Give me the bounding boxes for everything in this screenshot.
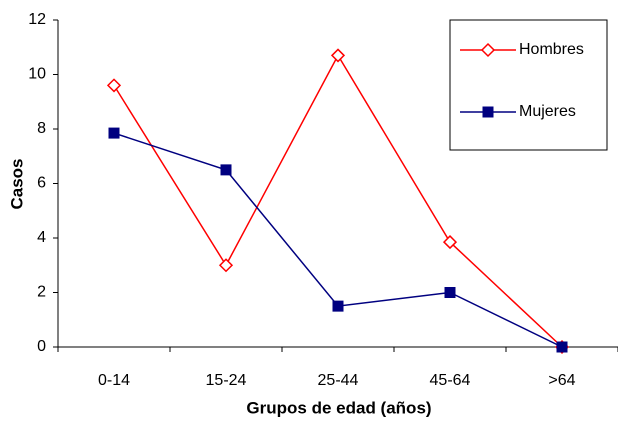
y-tick-label: 2 xyxy=(37,284,46,301)
point xyxy=(218,258,234,273)
y-tick-label: 4 xyxy=(37,229,46,246)
y-tick-label: 10 xyxy=(28,66,46,83)
legend-label: Mujeres xyxy=(519,103,576,120)
y-tick-label: 0 xyxy=(37,338,46,355)
y-tick-label: 12 xyxy=(28,11,46,28)
legend-label: Hombres xyxy=(519,41,584,58)
legend-marker xyxy=(482,106,494,118)
y-axis-title: Casos xyxy=(7,158,26,209)
point xyxy=(444,287,456,298)
point xyxy=(106,78,122,93)
point xyxy=(220,164,232,176)
series-line xyxy=(113,132,563,348)
legend-marker xyxy=(480,42,496,58)
x-tick-label: 25-44 xyxy=(318,372,359,389)
x-axis-title: Grupos de edad (años) xyxy=(246,398,431,417)
x-tick-label: >64 xyxy=(548,372,575,389)
point xyxy=(330,48,346,63)
y-tick-label: 8 xyxy=(37,120,46,137)
y-tick-label: 6 xyxy=(37,175,46,192)
point xyxy=(442,235,458,250)
x-tick-label: 0-14 xyxy=(98,372,130,389)
x-tick-label: 45-64 xyxy=(430,372,471,389)
point xyxy=(332,300,344,312)
legend-box xyxy=(449,19,608,151)
point xyxy=(108,127,120,139)
point xyxy=(556,341,568,353)
x-tick-label: 15-24 xyxy=(206,372,247,389)
